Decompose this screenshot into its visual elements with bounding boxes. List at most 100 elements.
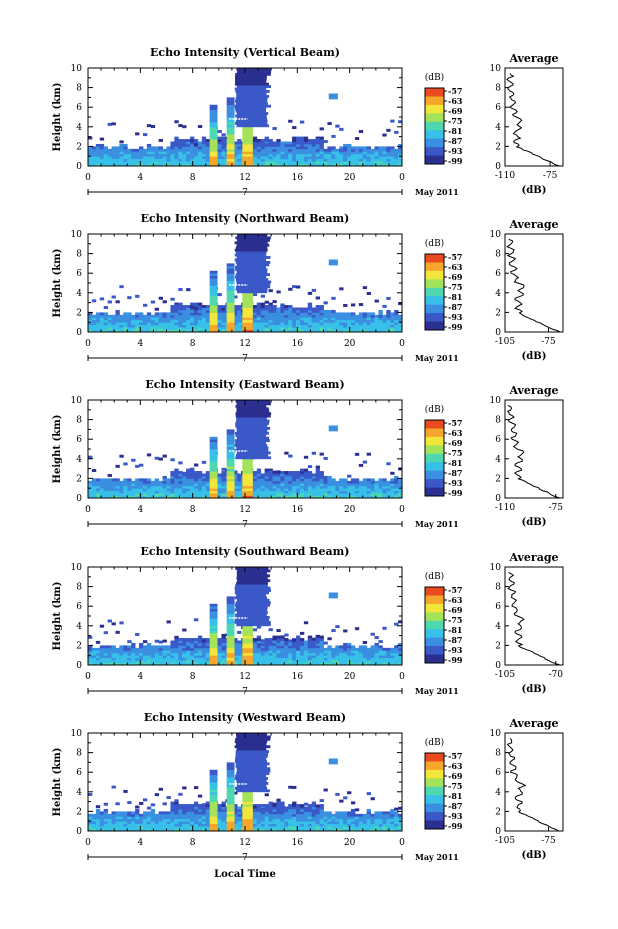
y-tick-label: 10 — [71, 64, 83, 74]
panel-title: Echo Intensity (Northward Beam) — [141, 212, 350, 225]
avg-x-axis-label: (dB) — [522, 850, 547, 861]
y-tick-label: 8 — [76, 416, 82, 426]
avg-x-tick-label: -105 — [495, 670, 515, 680]
colorbar-unit: (dB) — [425, 238, 444, 249]
y-tick-label: 10 — [71, 729, 83, 739]
x-tick-label: 4 — [137, 173, 143, 183]
x-axis-label: Local Time — [214, 869, 276, 880]
average-title: Average — [508, 717, 558, 730]
avg-y-tick-label: 6 — [495, 103, 501, 113]
colorbar-label: -93 — [448, 146, 463, 156]
avg-x-tick-label: -105 — [495, 836, 515, 846]
x-tick-label: 4 — [137, 672, 143, 682]
panel-4: Echo Intensity (Southward Beam) 0 2 4 6 8 10 He… — [52, 545, 564, 697]
panel-title: Echo Intensity (Eastward Beam) — [145, 378, 344, 391]
avg-x-tick-label: -75 — [549, 503, 564, 513]
avg-y-tick-label: 0 — [495, 827, 501, 837]
avg-x-tick-label: -70 — [549, 670, 564, 680]
x-tick-label: 16 — [292, 838, 304, 848]
y-tick-label: 2 — [76, 474, 82, 484]
colorbar-label: -57 — [448, 86, 462, 96]
average-frame — [504, 566, 564, 666]
colorbar: (dB) -57-63-69-75-81-87-93-99 — [424, 72, 463, 166]
y-tick-label: 8 — [76, 749, 82, 759]
colorbar-label: -69 — [448, 771, 463, 781]
date-label: May 2011 — [415, 353, 459, 363]
avg-y-tick-label: 4 — [495, 289, 501, 299]
colorbar-label: -99 — [448, 322, 463, 332]
colorbar-unit: (dB) — [425, 737, 444, 748]
avg-y-tick-label: 8 — [495, 250, 501, 260]
average-profile: Average 0 2 4 6 8 10 -105 -75 (dB) — [490, 717, 564, 861]
colorbar-label: -87 — [448, 801, 462, 811]
average-line — [507, 571, 560, 666]
echo-intensity-field — [88, 234, 403, 333]
colorbar-label: -93 — [448, 811, 463, 821]
avg-y-tick-label: 4 — [495, 622, 501, 632]
panel-5: Echo Intensity (Westward Beam) 0 2 4 6 8 10 Hei… — [52, 711, 564, 880]
x-tick-label: 0 — [85, 505, 91, 515]
avg-x-tick-label: -105 — [495, 337, 515, 347]
y-tick-label: 6 — [76, 435, 82, 445]
average-frame — [504, 399, 564, 499]
avg-x-axis-label: (dB) — [522, 684, 547, 695]
avg-y-tick-label: 2 — [495, 474, 501, 484]
y-tick-label: 6 — [76, 602, 82, 612]
x-tick-label: 0 — [399, 838, 405, 848]
colorbar-label: -63 — [448, 428, 463, 438]
avg-y-tick-label: 0 — [495, 162, 501, 172]
colorbar-label: -87 — [448, 468, 462, 478]
colorbar-label: -87 — [448, 635, 462, 645]
x-tick-label: 16 — [292, 173, 304, 183]
panel-title: Echo Intensity (Westward Beam) — [144, 711, 346, 724]
x-tick-label: 0 — [399, 339, 405, 349]
y-tick-label: 2 — [76, 142, 82, 152]
colorbar-label: -75 — [448, 615, 462, 625]
avg-x-tick-label: -110 — [495, 171, 515, 181]
date-label: May 2011 — [415, 852, 459, 862]
avg-y-tick-label: 10 — [490, 396, 502, 406]
panel-1: Echo Intensity (Vertical Beam) 0 2 4 6 8 10 Hei… — [52, 46, 564, 198]
avg-y-tick-label: 2 — [495, 142, 501, 152]
avg-y-tick-label: 10 — [490, 563, 502, 573]
x-tick-label: 12 — [239, 505, 250, 515]
y-axis-label: Height (km) — [52, 83, 63, 152]
y-tick-label: 6 — [76, 103, 82, 113]
x-tick-label: 0 — [85, 672, 91, 682]
colorbar-label: -69 — [448, 438, 463, 448]
x-tick-label: 0 — [85, 173, 91, 183]
y-tick-label: 2 — [76, 308, 82, 318]
avg-x-tick-label: -75 — [541, 337, 556, 347]
colorbar-label: -99 — [448, 655, 463, 665]
average-line — [506, 73, 560, 167]
colorbar-label: -93 — [448, 478, 463, 488]
y-tick-label: 6 — [76, 269, 82, 279]
y-tick-label: 4 — [76, 289, 82, 299]
avg-x-tick-label: -75 — [541, 836, 556, 846]
avg-x-axis-label: (dB) — [522, 517, 547, 528]
x-tick-label: 16 — [292, 672, 304, 682]
x-tick-label: 20 — [344, 173, 356, 183]
colorbar-label: -81 — [448, 625, 462, 635]
x-tick-label: 8 — [190, 672, 196, 682]
colorbar: (dB) -57-63-69-75-81-87-93-99 — [424, 404, 463, 498]
x-tick-label: 8 — [190, 838, 196, 848]
average-title: Average — [508, 551, 558, 564]
avg-y-tick-label: 10 — [490, 64, 502, 74]
colorbar-label: -57 — [448, 252, 462, 262]
avg-y-tick-label: 4 — [495, 123, 501, 133]
echo-intensity-field — [88, 400, 403, 499]
colorbar-label: -81 — [448, 292, 462, 302]
date-label: May 2011 — [415, 519, 459, 529]
colorbar-label: -81 — [448, 126, 462, 136]
y-tick-label: 8 — [76, 84, 82, 94]
y-axis-label: Height (km) — [52, 748, 63, 817]
echo-intensity-field — [88, 68, 403, 167]
y-axis-label: Height (km) — [52, 415, 63, 484]
x-tick-label: 12 — [239, 339, 250, 349]
average-profile: Average 0 2 4 6 8 10 -110 -75 (dB) — [490, 52, 564, 196]
average-profile: Average 0 2 4 6 8 10 -105 -70(dB) — [490, 551, 564, 695]
avg-y-tick-label: 4 — [495, 788, 501, 798]
x-tick-label: 16 — [292, 339, 304, 349]
avg-x-axis-label: (dB) — [522, 351, 547, 362]
